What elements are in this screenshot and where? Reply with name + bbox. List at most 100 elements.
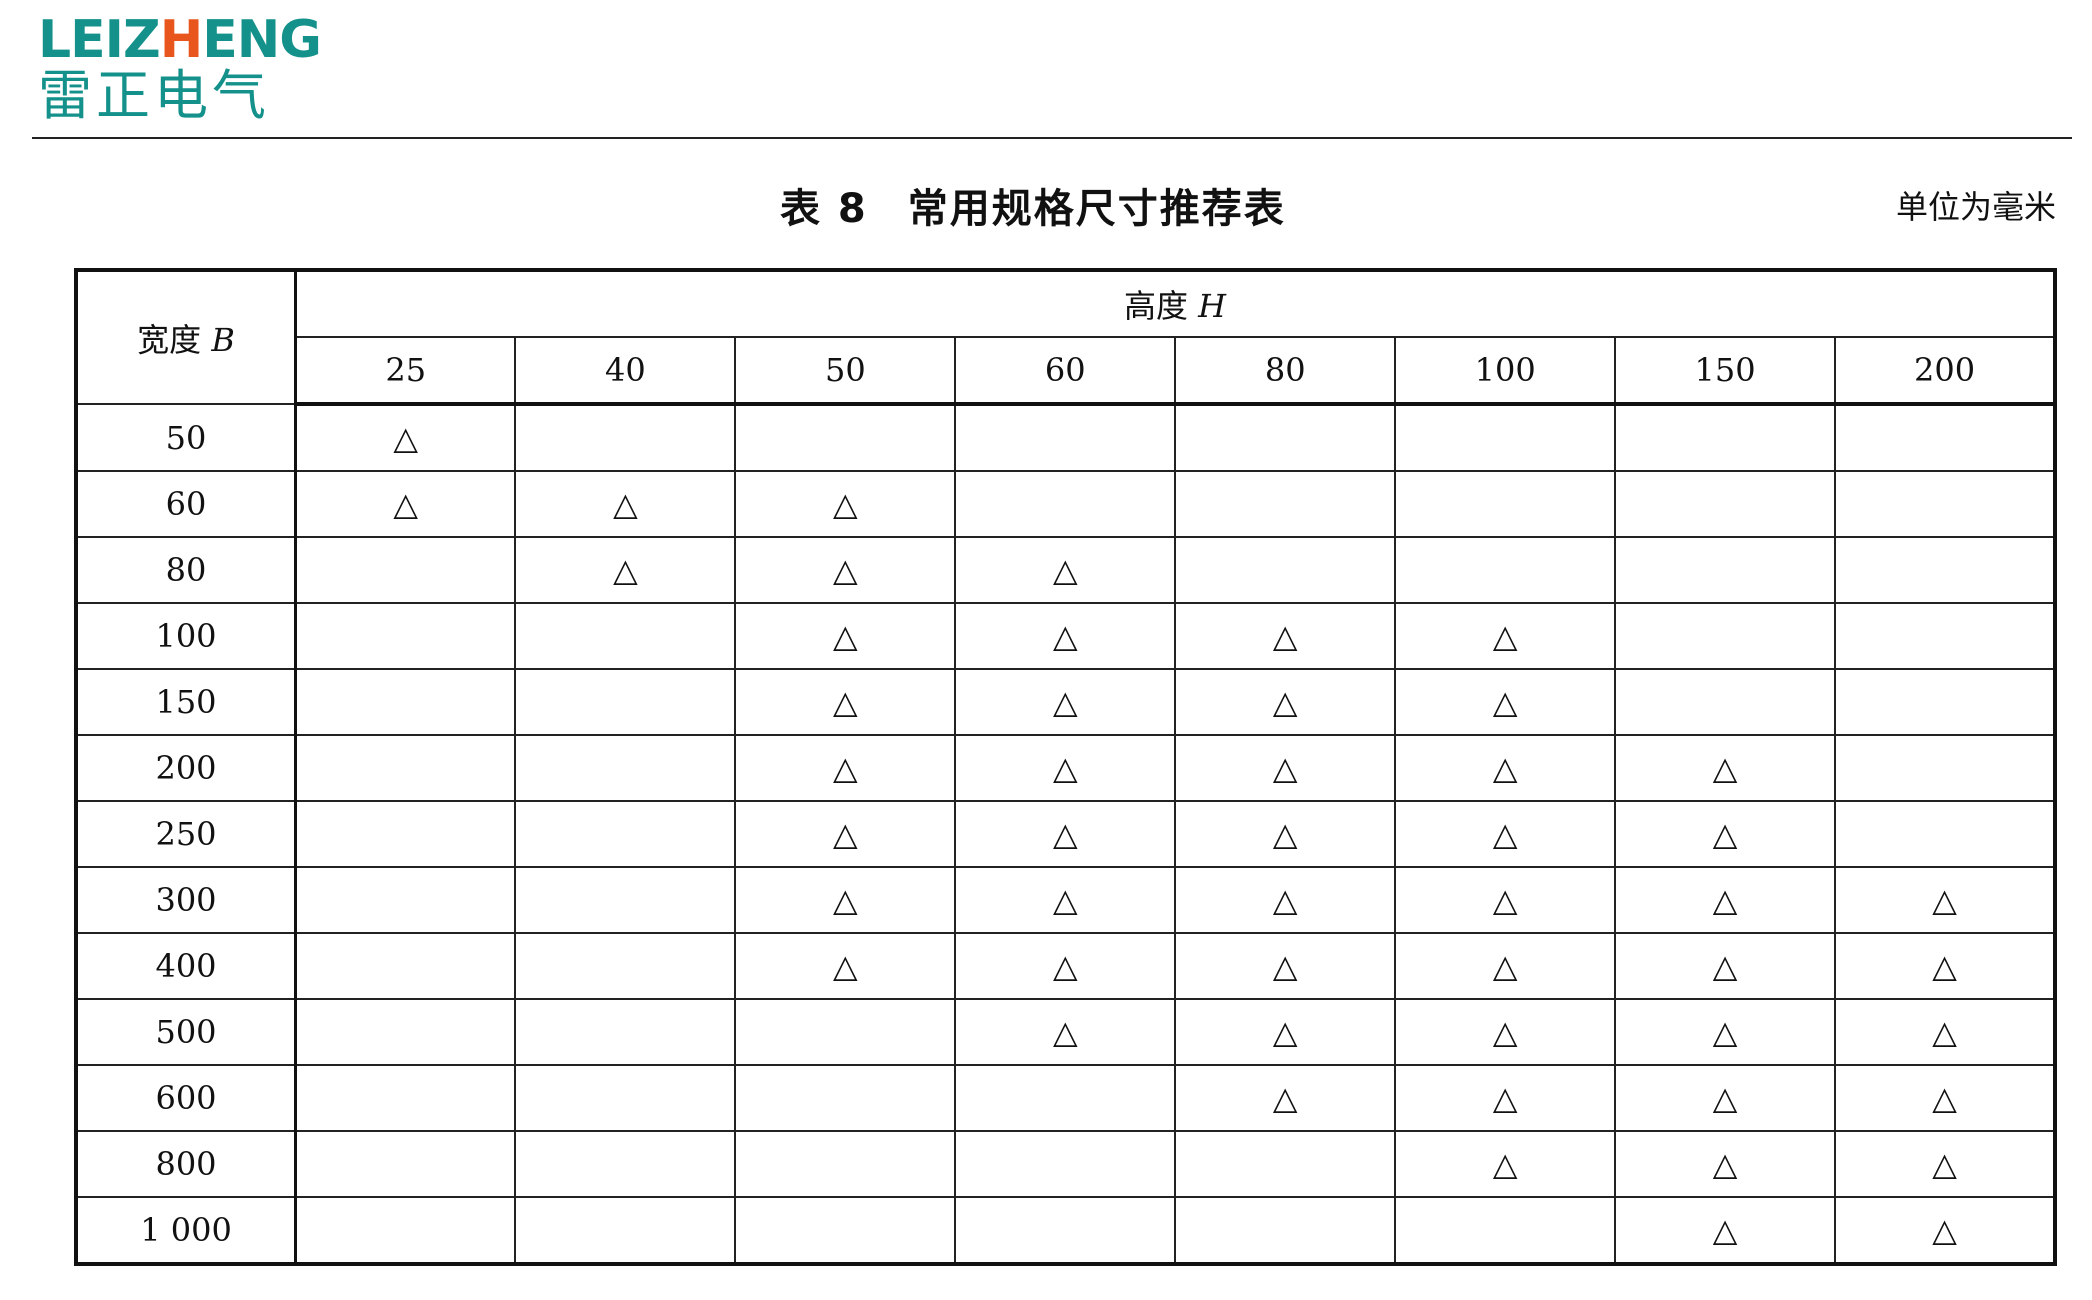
empty-cell bbox=[1174, 1196, 1397, 1265]
empty-cell bbox=[294, 932, 517, 1000]
row-header: 50 bbox=[75, 403, 297, 472]
table-row: 300 △ △ △ △ △ △ bbox=[75, 866, 2056, 934]
empty-cell bbox=[1834, 602, 2056, 670]
empty-cell bbox=[1834, 800, 2056, 868]
empty-cell bbox=[1174, 1130, 1397, 1198]
empty-cell bbox=[514, 1130, 737, 1198]
empty-cell bbox=[294, 1196, 517, 1265]
row-header: 600 bbox=[75, 1064, 297, 1132]
table-row: 80 △ △ △ bbox=[75, 536, 2056, 604]
empty-cell bbox=[734, 1196, 957, 1265]
empty-cell bbox=[294, 734, 517, 802]
table-row: 600 △ △ △ △ bbox=[75, 1064, 2056, 1132]
empty-cell bbox=[514, 734, 737, 802]
empty-cell bbox=[514, 668, 737, 736]
recommended-mark: △ bbox=[1174, 668, 1397, 736]
empty-cell bbox=[1174, 536, 1397, 604]
recommended-mark: △ bbox=[1394, 932, 1617, 1000]
empty-cell bbox=[1614, 403, 1837, 472]
empty-cell bbox=[1834, 668, 2056, 736]
empty-cell bbox=[954, 470, 1177, 538]
recommended-mark: △ bbox=[294, 403, 517, 472]
empty-cell bbox=[514, 403, 737, 472]
row-header: 800 bbox=[75, 1130, 297, 1198]
empty-cell bbox=[514, 1196, 737, 1265]
recommended-mark: △ bbox=[1834, 866, 2056, 934]
empty-cell bbox=[1834, 734, 2056, 802]
recommended-mark: △ bbox=[1834, 998, 2056, 1066]
recommended-mark: △ bbox=[1174, 734, 1397, 802]
recommended-mark: △ bbox=[1614, 800, 1837, 868]
logo-wordmark: LEIZHENG bbox=[38, 10, 322, 70]
row-header: 300 bbox=[75, 866, 297, 934]
column-header-60: 60 bbox=[954, 336, 1177, 406]
recommended-mark: △ bbox=[1614, 734, 1837, 802]
empty-cell bbox=[734, 403, 957, 472]
recommended-mark: △ bbox=[1614, 1064, 1837, 1132]
empty-cell bbox=[514, 800, 737, 868]
recommended-mark: △ bbox=[1174, 800, 1397, 868]
recommended-mark: △ bbox=[1394, 602, 1617, 670]
company-logo: LEIZHENG 雷正电气 bbox=[38, 10, 322, 126]
recommended-mark: △ bbox=[514, 470, 737, 538]
row-header: 100 bbox=[75, 602, 297, 670]
column-header-100: 100 bbox=[1394, 336, 1617, 406]
recommended-mark: △ bbox=[954, 536, 1177, 604]
recommended-mark: △ bbox=[954, 602, 1177, 670]
size-recommendation-table: 宽度 B 高度 H 25 40 50 60 80 100 150 200 50 △ 60 △ △ △ 80… bbox=[74, 268, 2057, 1266]
recommended-mark: △ bbox=[734, 734, 957, 802]
recommended-mark: △ bbox=[1394, 734, 1617, 802]
empty-cell bbox=[1834, 536, 2056, 604]
table-row: 200 △ △ △ △ △ bbox=[75, 734, 2056, 802]
recommended-mark: △ bbox=[1174, 932, 1397, 1000]
recommended-mark: △ bbox=[1834, 1196, 2056, 1265]
row-header: 80 bbox=[75, 536, 297, 604]
row-header: 250 bbox=[75, 800, 297, 868]
recommended-mark: △ bbox=[954, 668, 1177, 736]
column-header-50: 50 bbox=[734, 336, 957, 406]
column-header-200: 200 bbox=[1834, 336, 2056, 406]
recommended-mark: △ bbox=[1614, 998, 1837, 1066]
recommended-mark: △ bbox=[1834, 932, 2056, 1000]
row-header: 400 bbox=[75, 932, 297, 1000]
empty-cell bbox=[294, 668, 517, 736]
row-header: 500 bbox=[75, 998, 297, 1066]
table-row: 500 △ △ △ △ △ bbox=[75, 998, 2056, 1066]
empty-cell bbox=[514, 932, 737, 1000]
recommended-mark: △ bbox=[954, 932, 1177, 1000]
empty-cell bbox=[1614, 602, 1837, 670]
empty-cell bbox=[1614, 470, 1837, 538]
empty-cell bbox=[1394, 536, 1617, 604]
empty-cell bbox=[294, 998, 517, 1066]
empty-cell bbox=[1614, 536, 1837, 604]
empty-cell bbox=[1394, 470, 1617, 538]
recommended-mark: △ bbox=[1394, 800, 1617, 868]
recommended-mark: △ bbox=[954, 998, 1177, 1066]
recommended-mark: △ bbox=[514, 536, 737, 604]
table-row: 1 000 △ △ bbox=[75, 1196, 2056, 1265]
empty-cell bbox=[294, 1064, 517, 1132]
recommended-mark: △ bbox=[1394, 1130, 1617, 1198]
recommended-mark: △ bbox=[1614, 932, 1837, 1000]
recommended-mark: △ bbox=[734, 866, 957, 934]
recommended-mark: △ bbox=[1394, 668, 1617, 736]
empty-cell bbox=[1614, 668, 1837, 736]
empty-cell bbox=[294, 536, 517, 604]
recommended-mark: △ bbox=[954, 734, 1177, 802]
recommended-mark: △ bbox=[1394, 1064, 1617, 1132]
empty-cell bbox=[1394, 1196, 1617, 1265]
empty-cell bbox=[954, 1064, 1177, 1132]
empty-cell bbox=[294, 602, 517, 670]
recommended-mark: △ bbox=[1394, 866, 1617, 934]
empty-cell bbox=[294, 1130, 517, 1198]
recommended-mark: △ bbox=[734, 602, 957, 670]
recommended-mark: △ bbox=[734, 932, 957, 1000]
table-row: 150 △ △ △ △ bbox=[75, 668, 2056, 736]
recommended-mark: △ bbox=[1394, 998, 1617, 1066]
column-header-80: 80 bbox=[1174, 336, 1397, 406]
table-title: 表 8 常用规格尺寸推荐表 bbox=[780, 186, 1286, 232]
empty-cell bbox=[514, 998, 737, 1066]
empty-cell bbox=[514, 866, 737, 934]
header-divider bbox=[32, 137, 2072, 139]
empty-cell bbox=[1174, 470, 1397, 538]
